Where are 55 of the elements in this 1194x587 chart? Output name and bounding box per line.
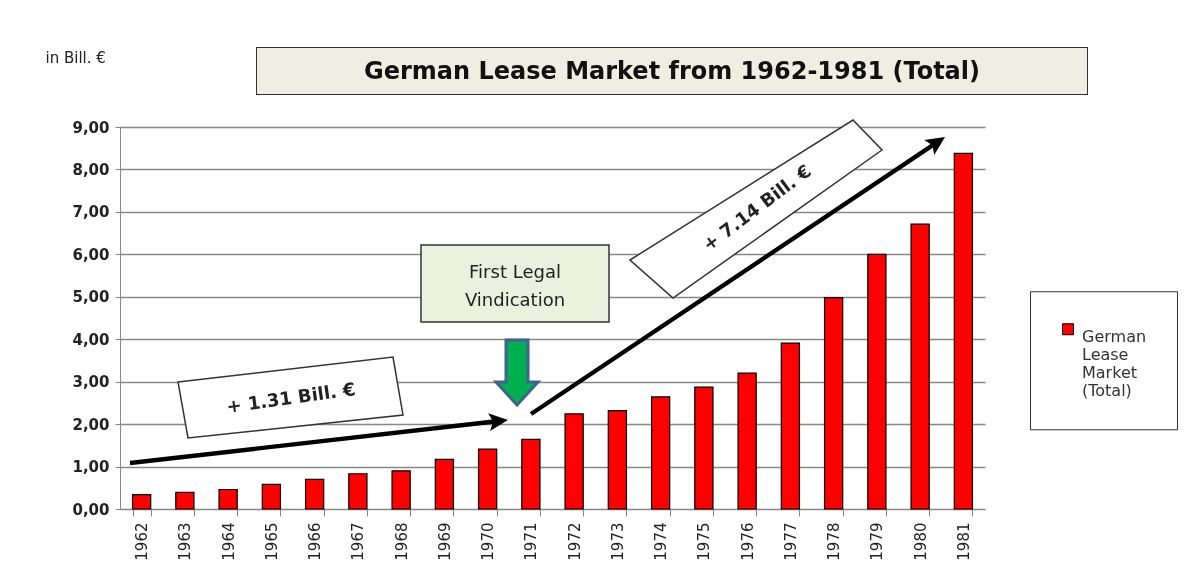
y-tick-label: 8,00 xyxy=(72,160,110,179)
x-tick-label: 1972 xyxy=(565,522,584,561)
bar xyxy=(823,297,844,510)
annotation: + 1.31 Bill. € xyxy=(225,378,357,417)
x-tick-label: 1969 xyxy=(435,522,454,561)
x-tick-label: 1975 xyxy=(695,522,714,561)
bar xyxy=(175,491,195,510)
bar xyxy=(564,413,584,510)
y-tick-label: 9,00 xyxy=(72,118,110,137)
annotation: First Legal Vindication xyxy=(464,261,566,310)
x-tick-label: 1964 xyxy=(219,522,238,561)
y-tick-label: 2,00 xyxy=(72,415,110,434)
x-tick-label: 1981 xyxy=(954,522,973,561)
bar xyxy=(650,396,671,510)
bar xyxy=(304,478,325,510)
x-tick-label: 1968 xyxy=(392,522,411,561)
y-tick-label: 3,00 xyxy=(72,373,110,392)
bar xyxy=(953,152,974,510)
bar xyxy=(607,409,628,510)
x-tick-label: 1977 xyxy=(781,522,800,561)
bar xyxy=(348,473,368,510)
y-tick-label: 0,00 xyxy=(72,500,110,519)
x-tick-label: 1974 xyxy=(652,522,671,561)
x-tick-label: 1979 xyxy=(868,522,887,561)
legend-label: German Lease Market (Total) xyxy=(1082,327,1147,401)
bar xyxy=(477,448,498,510)
y-tick-label: 5,00 xyxy=(72,288,110,307)
bar xyxy=(434,458,455,510)
bar xyxy=(694,386,714,510)
x-tick-label: 1965 xyxy=(262,522,281,561)
bar xyxy=(910,223,930,510)
x-tick-label: 1962 xyxy=(133,522,152,561)
bar xyxy=(780,342,801,510)
bar xyxy=(867,253,887,510)
y-tick-label: 6,00 xyxy=(72,245,110,264)
bar xyxy=(131,493,152,510)
bar xyxy=(218,488,238,510)
x-tick-label: 1970 xyxy=(479,522,498,561)
x-tick-label: 1966 xyxy=(306,522,325,561)
x-tick-label: 1971 xyxy=(522,522,541,561)
x-tick-label: 1963 xyxy=(176,522,195,561)
x-tick-label: 1980 xyxy=(911,522,930,561)
bar xyxy=(521,438,541,510)
y-tick-label: 4,00 xyxy=(72,330,110,349)
y-tick-label: 1,00 xyxy=(72,458,110,477)
bar xyxy=(737,372,757,510)
x-tick-label: 1973 xyxy=(608,522,627,561)
y-axis-title: in Bill. € xyxy=(45,48,106,67)
bar xyxy=(391,470,411,510)
x-tick-label: 1976 xyxy=(738,522,757,561)
x-tick-label: 1978 xyxy=(825,522,844,561)
bar xyxy=(261,483,282,510)
x-tick-label: 1967 xyxy=(349,522,368,561)
y-tick-label: 7,00 xyxy=(72,203,110,222)
chart-title: German Lease Market from 1962-1981 (Total) xyxy=(256,47,1088,95)
